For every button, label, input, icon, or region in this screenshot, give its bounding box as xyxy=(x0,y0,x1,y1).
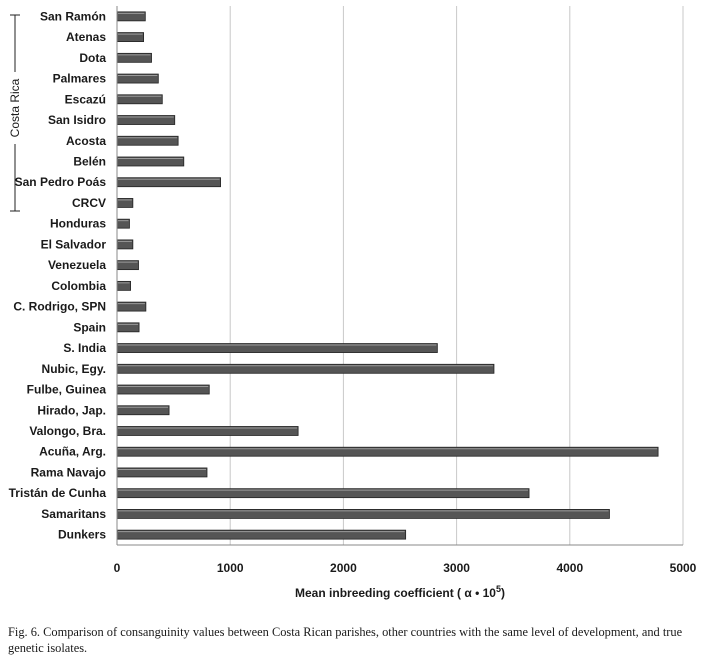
group-label-mask xyxy=(8,72,22,144)
x-tick-label-3: 3000 xyxy=(443,561,470,575)
category-label-20: Valongo, Bra. xyxy=(29,424,106,438)
category-label-21: Acuña, Arg. xyxy=(39,445,106,459)
category-label-0: San Ramón xyxy=(40,9,106,23)
x-axis-title-close: ) xyxy=(501,586,505,600)
category-label-4: Escazú xyxy=(65,92,106,106)
x-tick-label-1: 1000 xyxy=(217,561,244,575)
category-label-19: Hirado, Jap. xyxy=(37,403,106,417)
category-label-11: El Salvador xyxy=(41,237,107,251)
category-label-25: Dunkers xyxy=(58,528,106,542)
category-label-23: Tristán de Cunha xyxy=(9,486,107,500)
category-label-13: Colombia xyxy=(51,279,106,293)
chart-figure: San Ramón Atenas Dota Palmares Escazú San Isi… xyxy=(8,6,697,600)
grid-lines xyxy=(229,6,684,545)
group-label: Costa Rica xyxy=(8,78,22,137)
category-label-7: Belén xyxy=(73,154,106,168)
x-axis-title-main: Mean inbreeding coefficient ( α • 10 xyxy=(295,586,496,600)
category-labels: San Ramón Atenas Dota Palmares Escazú San Isi… xyxy=(9,9,107,541)
category-label-9: CRCV xyxy=(72,196,106,210)
category-label-3: Palmares xyxy=(53,72,107,86)
x-tick-labels: 0 1000 2000 3000 4000 5000 xyxy=(114,561,697,575)
category-label-24: Samaritans xyxy=(41,507,106,521)
category-label-8: San Pedro Poás xyxy=(15,175,107,189)
x-tick-label-2: 2000 xyxy=(330,561,357,575)
category-label-1: Atenas xyxy=(66,30,106,44)
category-label-2: Dota xyxy=(79,51,106,65)
x-tick-label-5: 5000 xyxy=(670,561,697,575)
category-label-17: Nubic, Egy. xyxy=(42,362,106,376)
bars xyxy=(116,11,659,540)
figure-caption: Fig. 6. Comparison of consanguinity valu… xyxy=(8,625,683,655)
category-label-6: Acosta xyxy=(66,134,106,148)
bar-chart: San Ramón Atenas Dota Palmares Escazú San Isi… xyxy=(8,6,697,600)
x-tick-label-0: 0 xyxy=(114,561,121,575)
category-label-16: S. India xyxy=(63,341,106,355)
x-axis-title: Mean inbreeding coefficient ( α • 105) xyxy=(295,584,505,600)
category-label-14: C. Rodrigo, SPN xyxy=(13,300,106,314)
x-axis-title-exponent: 5 xyxy=(496,584,501,594)
category-label-5: San Isidro xyxy=(48,113,106,127)
category-label-15: Spain xyxy=(73,320,106,334)
x-tick-label-4: 4000 xyxy=(556,561,583,575)
category-label-22: Rama Navajo xyxy=(31,465,106,479)
category-label-10: Honduras xyxy=(50,217,106,231)
category-label-12: Venezuela xyxy=(48,258,106,272)
category-label-18: Fulbe, Guinea xyxy=(27,383,107,397)
group-bracket: Costa Rica xyxy=(8,14,22,212)
